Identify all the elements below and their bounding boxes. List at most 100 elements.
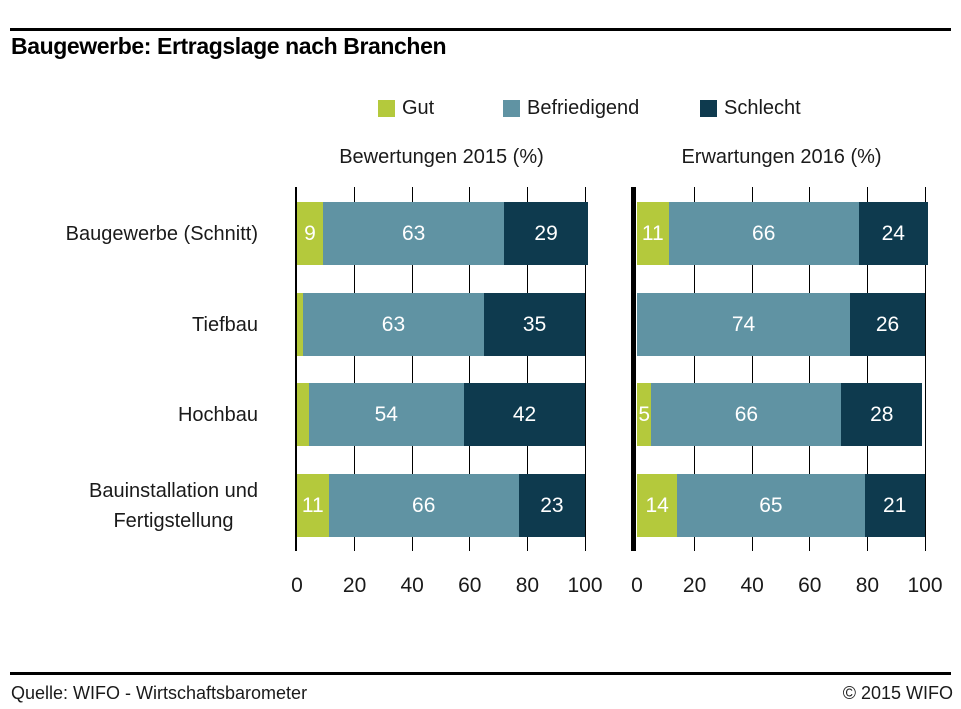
- panel-title-bewertungen-2015: Bewertungen 2015 (%): [339, 146, 544, 168]
- bar-segment-gut: 14: [637, 474, 678, 537]
- legend-swatch-icon: [700, 100, 717, 117]
- x-tick-label: 40: [400, 574, 424, 597]
- bar-segment-schlecht: 29: [504, 202, 588, 265]
- category-label: Bauinstallation und Fertigstellung: [89, 474, 258, 537]
- bar-value-label: 24: [881, 221, 905, 245]
- x-tick-label: 0: [631, 574, 643, 597]
- bar-segment-befriedigend: 66: [651, 383, 842, 446]
- x-tick-label: 60: [458, 574, 482, 597]
- panel-title-erwartungen-2016: Erwartungen 2016 (%): [681, 146, 882, 168]
- bar-row: 54 42: [297, 383, 585, 446]
- footer-copyright: © 2015 WIFO: [842, 683, 953, 703]
- bar-value-label: 9: [304, 221, 316, 245]
- bar-segment-gut: [297, 293, 303, 356]
- legend-item-schlecht: Schlecht: [700, 97, 801, 120]
- bar-segment-befriedigend: 74: [637, 293, 851, 356]
- y-axis-line: [630, 187, 636, 551]
- category-label-line: Baugewerbe (Schnitt): [65, 222, 258, 245]
- bar-value-label: 5: [638, 402, 651, 426]
- legend-label: Gut: [402, 97, 435, 119]
- bar-segment-gut: 11: [297, 474, 329, 537]
- gridline: [584, 187, 586, 551]
- bar-segment-schlecht: 21: [864, 474, 925, 537]
- bar-value-label: 11: [301, 493, 324, 517]
- legend-swatch-icon: [503, 100, 520, 117]
- bottom-rule: [10, 672, 951, 675]
- gridline: [866, 187, 868, 551]
- bar-value-label: 28: [870, 402, 894, 426]
- x-tick-label: 100: [907, 574, 943, 597]
- bar-segment-schlecht: 28: [841, 383, 923, 446]
- bar-segment-gut: [297, 383, 309, 446]
- footer-source: Quelle: WIFO - Wirtschaftsbarometer: [11, 683, 308, 703]
- bar-value-label: 42: [512, 402, 537, 426]
- category-label-line: Bauinstallation und: [88, 479, 258, 502]
- category-label: Hochbau: [178, 383, 258, 446]
- gridline: [924, 187, 926, 551]
- bar-segment-befriedigend: 63: [322, 202, 505, 265]
- bar-segment-gut: 11: [637, 202, 669, 265]
- x-tick-label: 20: [682, 574, 707, 597]
- plot-area: 11 66 24 74 26 5 66 28 14 65 21: [637, 187, 928, 551]
- bar-segment-befriedigend: 66: [328, 474, 519, 537]
- category-label-line: Tiefbau: [192, 313, 258, 336]
- gridline: [751, 187, 753, 551]
- bar-row: 74 26: [637, 293, 925, 356]
- bar-segment-befriedigend: 63: [302, 293, 485, 356]
- bar-segment-schlecht: 24: [858, 202, 928, 265]
- legend-item-befriedigend: Befriedigend: [503, 97, 639, 120]
- bar-value-label: 23: [540, 493, 564, 517]
- bar-row: 63 35: [297, 293, 585, 356]
- bar-value-label: 66: [734, 402, 759, 426]
- x-tick-label: 60: [798, 574, 822, 597]
- bar-row: 9 63 29: [297, 202, 588, 265]
- legend-swatch-icon: [378, 100, 395, 117]
- bar-value-label: 74: [731, 312, 756, 336]
- bar-segment-gut: 5: [637, 383, 652, 446]
- bar-segment-schlecht: 23: [518, 474, 585, 537]
- x-tick-label: 80: [515, 574, 540, 597]
- page-title: Baugewerbe: Ertragslage nach Branchen: [11, 33, 447, 59]
- y-axis-line: [294, 187, 297, 551]
- legend-item-gut: Gut: [378, 97, 434, 120]
- bar-value-label: 11: [641, 221, 664, 245]
- bar-segment-befriedigend: 65: [677, 474, 865, 537]
- x-tick-label: 20: [342, 574, 367, 597]
- bar-value-label: 65: [759, 493, 783, 517]
- top-rule: [10, 28, 951, 31]
- gridline: [354, 187, 356, 551]
- bar-segment-gut: 9: [297, 202, 323, 265]
- x-tick-label: 80: [855, 574, 880, 597]
- bar-segment-befriedigend: 66: [668, 202, 859, 265]
- gridline: [526, 187, 528, 551]
- bar-segment-schlecht: 26: [850, 293, 925, 356]
- bar-row: 14 65 21: [637, 474, 925, 537]
- x-tick-label: 0: [291, 574, 303, 597]
- bar-value-label: 21: [883, 493, 907, 517]
- plot-area: 9 63 29 63 35 54 42 11 66 23: [297, 187, 588, 551]
- bar-value-label: 26: [875, 312, 900, 336]
- gridline: [411, 187, 413, 551]
- bar-value-label: 35: [522, 312, 547, 336]
- x-tick-label: 100: [567, 574, 603, 597]
- bar-row: 11 66 24: [637, 202, 928, 265]
- bar-segment-schlecht: 35: [484, 293, 585, 356]
- gridline: [694, 187, 696, 551]
- bar-row: 5 66 28: [637, 383, 923, 446]
- x-tick-label: 40: [740, 574, 764, 597]
- category-label-line: Fertigstellung: [113, 509, 234, 532]
- gridline: [469, 187, 471, 551]
- bar-value-label: 66: [412, 493, 436, 517]
- bar-value-label: 66: [752, 221, 776, 245]
- legend-label: Befriedigend: [527, 97, 640, 119]
- bar-segment-befriedigend: 54: [308, 383, 465, 446]
- bar-value-label: 14: [645, 493, 669, 517]
- bar-segment-schlecht: 42: [464, 383, 585, 446]
- bar-value-label: 63: [401, 221, 426, 245]
- category-label: Tiefbau: [192, 293, 258, 356]
- gridline: [809, 187, 811, 551]
